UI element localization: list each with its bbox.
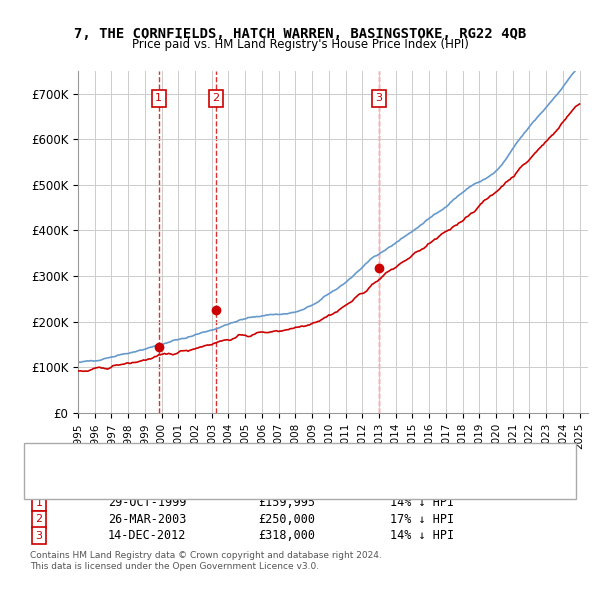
Text: 7, THE CORNFIELDS, HATCH WARREN, BASINGSTOKE, RG22 4QB: 7, THE CORNFIELDS, HATCH WARREN, BASINGS… — [74, 27, 526, 41]
Text: 2: 2 — [35, 514, 43, 524]
Text: 14% ↓ HPI: 14% ↓ HPI — [390, 496, 454, 509]
Text: 2: 2 — [212, 93, 220, 103]
Text: 17% ↓ HPI: 17% ↓ HPI — [390, 513, 454, 526]
Text: Price paid vs. HM Land Registry's House Price Index (HPI): Price paid vs. HM Land Registry's House … — [131, 38, 469, 51]
Text: £250,000: £250,000 — [258, 513, 315, 526]
Text: £159,995: £159,995 — [258, 496, 315, 509]
Text: 29-OCT-1999: 29-OCT-1999 — [108, 496, 187, 509]
Text: This data is licensed under the Open Government Licence v3.0.: This data is licensed under the Open Gov… — [30, 562, 319, 571]
Text: —: — — [32, 460, 52, 478]
Text: 26-MAR-2003: 26-MAR-2003 — [108, 513, 187, 526]
Text: 14% ↓ HPI: 14% ↓ HPI — [390, 529, 454, 542]
Text: Contains HM Land Registry data © Crown copyright and database right 2024.: Contains HM Land Registry data © Crown c… — [30, 551, 382, 560]
Text: —: — — [32, 446, 52, 465]
Text: 1: 1 — [35, 498, 43, 507]
Text: HPI: Average price, detached house, Basingstoke and Deane: HPI: Average price, detached house, Basi… — [57, 464, 373, 474]
Text: 7, THE CORNFIELDS, HATCH WARREN, BASINGSTOKE, RG22 4QB (detached house): 7, THE CORNFIELDS, HATCH WARREN, BASINGS… — [57, 451, 486, 460]
Text: 14-DEC-2012: 14-DEC-2012 — [108, 529, 187, 542]
Text: £318,000: £318,000 — [258, 529, 315, 542]
Text: 3: 3 — [376, 93, 382, 103]
Text: 3: 3 — [35, 531, 43, 540]
Text: 1: 1 — [155, 93, 163, 103]
